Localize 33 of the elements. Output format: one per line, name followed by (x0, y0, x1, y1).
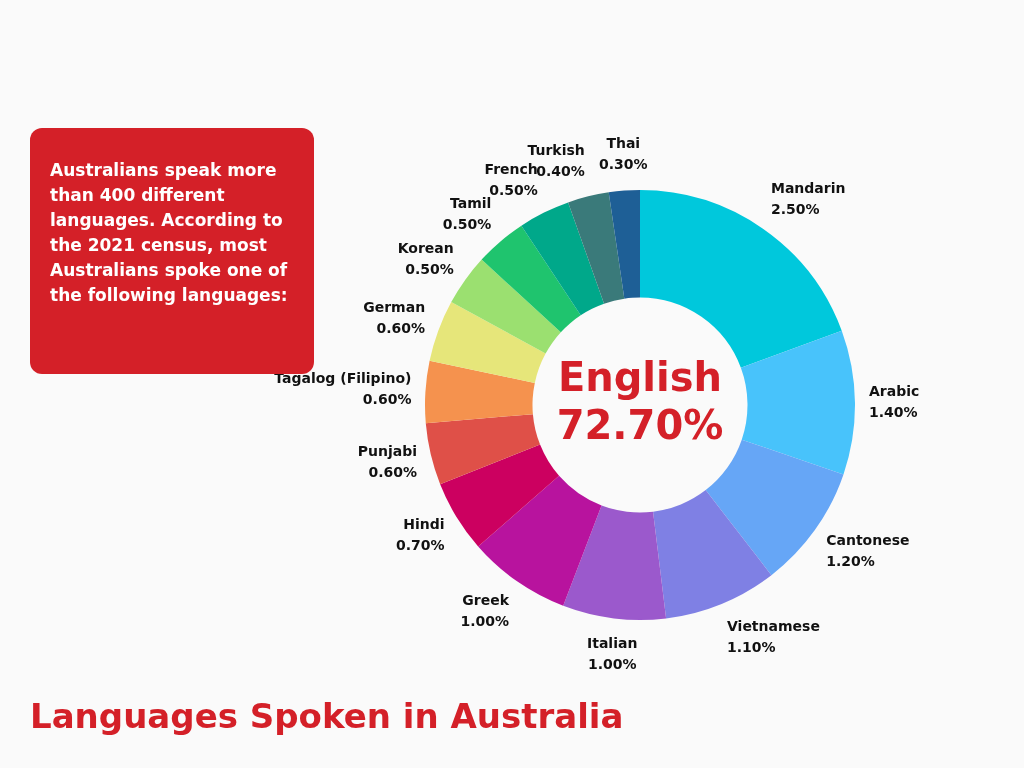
data-label: 0.60% (368, 464, 418, 481)
data-label: 0.30% (598, 156, 648, 173)
text: Languages Spoken in Australia (30, 696, 624, 736)
data-label: 0.70% (395, 537, 445, 554)
data-label: 1.00% (460, 612, 510, 629)
data-label: 1.00% (587, 655, 637, 672)
slice-label: Turkish (527, 142, 585, 159)
slice-label: Italian (587, 634, 638, 651)
data-label: 0.40% (536, 163, 585, 180)
slice-label: Hindi (403, 516, 445, 533)
slice-label: Vietnamese (726, 617, 820, 634)
slice-label: Mandarin (770, 179, 846, 196)
data-label: 0.50% (405, 260, 454, 277)
data-label: 1.20% (826, 552, 875, 569)
text: English 72.70% (556, 354, 724, 449)
slice-label: French (484, 161, 538, 178)
slice-label: German (363, 298, 426, 315)
data-label: 1.40% (868, 403, 918, 420)
slice-label: Tamil (449, 194, 492, 211)
slice-label: Punjabi (357, 443, 418, 460)
slice-label: Greek (462, 591, 510, 608)
slice-label: Cantonese (826, 531, 910, 548)
data-label: 1.10% (726, 638, 776, 655)
data-label: 0.50% (489, 182, 538, 199)
data-label: 0.60% (376, 319, 426, 336)
data-label: 0.50% (442, 215, 492, 232)
data-label: 0.60% (362, 391, 412, 408)
slice-label: Arabic (868, 382, 920, 399)
text: Australians speak more than 400 different languages. According to the 2021 census, most Australians spoke one of the following languages: (50, 160, 288, 305)
slice-label: Korean (397, 239, 454, 256)
slice-label: Thai (606, 135, 641, 152)
data-label: 2.50% (770, 200, 820, 217)
slice-label: Tagalog (Filipino) (274, 370, 412, 387)
